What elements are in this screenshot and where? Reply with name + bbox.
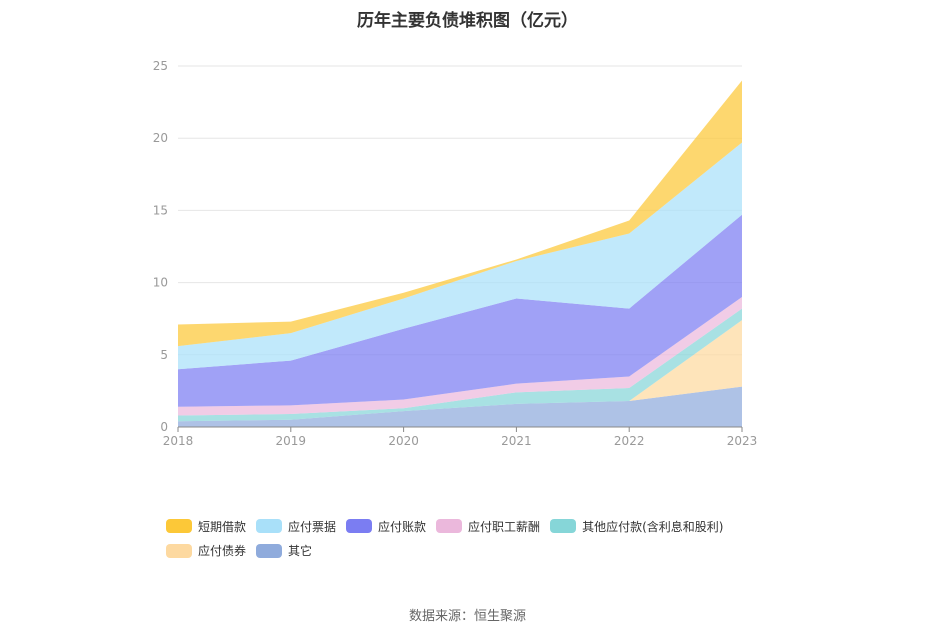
x-tick-label: 2018 bbox=[163, 434, 194, 448]
legend-swatch bbox=[166, 543, 192, 558]
legend-item[interactable]: 应付职工薪酬 bbox=[436, 519, 540, 534]
legend-swatch bbox=[256, 543, 283, 558]
legend-label: 其他应付款(含利息和股利) bbox=[582, 519, 724, 534]
legend-item[interactable]: 应付债券 bbox=[166, 543, 246, 558]
area-series-5 bbox=[178, 142, 742, 370]
area-series-0 bbox=[178, 386, 742, 427]
legend-swatch bbox=[550, 519, 577, 533]
legend-swatch bbox=[346, 519, 373, 533]
legend-label: 短期借款 bbox=[198, 519, 247, 534]
legend-label: 应付账款 bbox=[378, 519, 427, 534]
legend-label: 应付职工薪酬 bbox=[468, 519, 541, 534]
x-tick-label: 2020 bbox=[388, 434, 419, 448]
y-tick-label: 0 bbox=[160, 420, 168, 434]
y-tick-label: 15 bbox=[153, 203, 168, 217]
axes: 0 5 10 15 20 25 2018 2019 2020 2021 2022 2023 bbox=[153, 59, 758, 448]
y-tick-label: 5 bbox=[160, 348, 168, 362]
y-tick-label: 10 bbox=[153, 276, 168, 290]
x-tick-label: 2021 bbox=[501, 434, 532, 448]
x-tick-label: 2022 bbox=[614, 434, 645, 448]
legend-item[interactable]: 应付账款 bbox=[346, 519, 426, 534]
legend-label: 其它 bbox=[288, 544, 313, 558]
legend-swatch bbox=[436, 519, 463, 533]
area-series-3 bbox=[178, 297, 742, 416]
area-series bbox=[178, 80, 742, 427]
y-tick-label: 20 bbox=[153, 131, 168, 145]
x-tick-label: 2023 bbox=[727, 434, 758, 448]
legend-item[interactable]: 短期借款 bbox=[166, 519, 246, 534]
legend-label: 应付债券 bbox=[198, 544, 247, 558]
legend-swatch bbox=[166, 519, 192, 533]
legend-item[interactable]: 应付票据 bbox=[256, 519, 336, 534]
data-source-note: 数据来源：恒生聚源 bbox=[408, 609, 526, 624]
legend-item[interactable]: 其它 bbox=[256, 543, 312, 558]
legend-label: 应付票据 bbox=[288, 519, 337, 534]
x-tick-label: 2019 bbox=[276, 434, 307, 448]
chart-title: 历年主要负债堆积图（亿元） bbox=[357, 11, 578, 31]
legend-item[interactable]: 其他应付款(含利息和股利) bbox=[550, 519, 723, 534]
area-series-4 bbox=[178, 214, 742, 407]
area-series-2 bbox=[178, 308, 742, 422]
legend-swatch bbox=[256, 519, 283, 533]
y-tick-label: 25 bbox=[153, 59, 168, 73]
legend: 短期借款 应付票据 应付账款 应付职工薪酬 其他应付款(含利息和股利) 应付债券 其它 bbox=[166, 518, 806, 567]
